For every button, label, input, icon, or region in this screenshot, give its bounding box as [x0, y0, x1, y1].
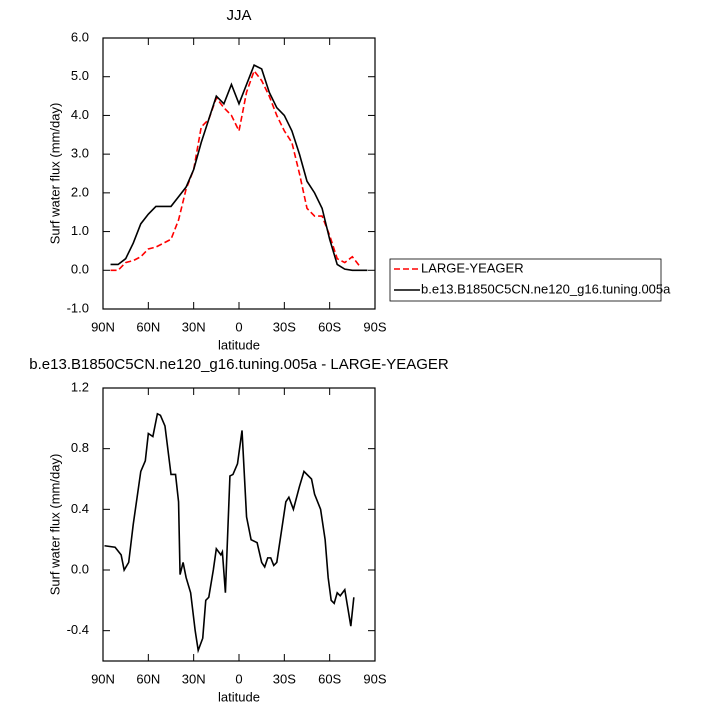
x-tick-label: 60S — [318, 319, 341, 334]
plot-frame — [102, 387, 376, 662]
y-tick-label: 1.2 — [71, 379, 89, 394]
x-tick-label: 90N — [91, 319, 115, 334]
legend-label: LARGE-YEAGER — [421, 260, 524, 275]
x-tick-label: 60N — [136, 671, 160, 686]
y-axis-label: Surf water flux (mm/day) — [47, 454, 62, 596]
x-axis-label: latitude — [218, 689, 260, 704]
y-tick-label: 3.0 — [71, 146, 89, 161]
data-line — [104, 412, 355, 654]
data-line — [110, 63, 368, 272]
x-tick-label: 0 — [235, 671, 242, 686]
y-tick-label: -1.0 — [67, 300, 89, 315]
x-tick-label: 30N — [182, 319, 206, 334]
y-tick-label: -0.4 — [67, 622, 89, 637]
chart-title: JJA — [226, 7, 251, 24]
x-axis-label: latitude — [218, 337, 260, 352]
x-tick-label: 60S — [318, 671, 341, 686]
y-tick-label: 5.0 — [71, 68, 89, 83]
x-tick-label: 30N — [182, 671, 206, 686]
y-axis-label: Surf water flux (mm/day) — [47, 103, 62, 245]
y-tick-label: 0.0 — [71, 561, 89, 576]
x-tick-label: 0 — [235, 319, 242, 334]
x-tick-label: 30S — [273, 319, 296, 334]
data-line — [110, 69, 361, 272]
y-tick-label: 1.0 — [71, 223, 89, 238]
y-tick-label: 6.0 — [71, 29, 89, 44]
x-tick-label: 90S — [363, 671, 386, 686]
y-tick-label: 2.0 — [71, 184, 89, 199]
legend-label: b.e13.B1850C5CN.ne120_g16.tuning.005a — [421, 281, 671, 296]
y-tick-label: 0.4 — [71, 501, 89, 516]
plot-frame — [102, 37, 376, 310]
x-tick-label: 90S — [363, 319, 386, 334]
x-tick-label: 30S — [273, 671, 296, 686]
x-tick-label: 90N — [91, 671, 115, 686]
chart-title: b.e13.B1850C5CN.ne120_g16.tuning.005a - … — [29, 356, 449, 373]
y-tick-label: 4.0 — [71, 107, 89, 122]
y-tick-label: 0.0 — [71, 262, 89, 277]
x-tick-label: 60N — [136, 319, 160, 334]
y-tick-label: 0.8 — [71, 440, 89, 455]
legend-box — [389, 258, 662, 302]
